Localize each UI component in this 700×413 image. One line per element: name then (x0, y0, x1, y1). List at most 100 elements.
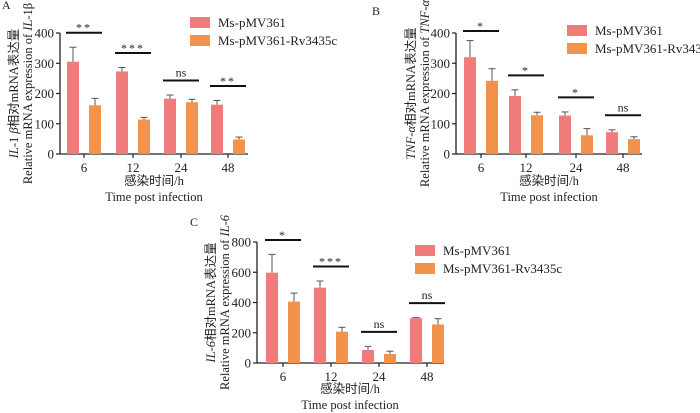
bar-rv3435c (138, 119, 150, 154)
x-axis-label: Time post infection (301, 398, 399, 412)
legend-label: Ms-pMV361 (443, 243, 511, 258)
significance-label: * (279, 228, 287, 242)
x-axis-label: Time post infection (500, 190, 598, 204)
x-tick-label: 24 (175, 160, 189, 175)
x-tick-label: 24 (570, 160, 584, 175)
legend-label: Ms-pMV361-Rv3435c (595, 41, 700, 56)
bar-rv3435c (581, 135, 593, 154)
y-tick-label: 300 (431, 56, 451, 71)
x-tick-label: 6 (280, 369, 287, 384)
y-axis-label-part: -1β (21, 3, 35, 20)
legend-label: Ms-pMV361-Rv3435c (218, 33, 337, 48)
y-tick-label: 800 (232, 235, 252, 250)
x-tick-label: 48 (222, 160, 235, 175)
bar-control (362, 349, 374, 363)
panel-letter: A (2, 0, 11, 12)
y-axis-label: IL-1 β相对mRNA表达量 (7, 29, 21, 160)
significance-label: *** (319, 255, 343, 269)
bar-control (509, 95, 521, 154)
bar-control (464, 57, 476, 155)
significance-label: ** (76, 21, 92, 35)
x-axis-label: Time post infection (105, 190, 203, 204)
chart-panel-C: C 0 200 400 600 800 6 * 12 *** 24 ns 48 ns IL-6相对mRNA表… (190, 214, 562, 412)
bar-control (606, 132, 618, 154)
legend-swatch (567, 43, 587, 54)
chart-panel-B: B 0 100 200 300 400 6 * 12 * 24 * 48 ns TNF-α相对mRNA表达量… (372, 0, 700, 204)
x-tick-label: 12 (520, 160, 533, 175)
legend-label: Ms-pMV361 (218, 15, 286, 30)
y-tick-label: 300 (35, 56, 55, 71)
y-axis-label-part: Relative mRNA expression of (21, 31, 35, 184)
bar-rv3435c (288, 301, 300, 363)
y-axis-label: IL-6相对mRNA表达量 (204, 242, 218, 363)
y-axis-label: Relative mRNA expression of IL-6 (218, 214, 232, 390)
x-tick-label: 12 (325, 369, 338, 384)
y-axis-label-part: IL-6 (204, 340, 218, 363)
bar-rv3435c (486, 80, 498, 154)
legend-swatch (190, 17, 210, 28)
y-tick-label: 0 (444, 147, 451, 162)
y-axis-label: Relative mRNA expression of IL-1β (21, 3, 35, 184)
y-axis-label-part: -1 (7, 134, 21, 148)
legend-swatch (190, 35, 210, 46)
y-axis-label: TNF-α相对mRNA表达量 (404, 27, 418, 159)
bar-control (116, 71, 128, 154)
significance-label: ns (374, 317, 385, 331)
legend-label: Ms-pMV361-Rv3435c (443, 261, 562, 276)
bar-control (410, 318, 422, 363)
y-tick-label: 100 (431, 116, 451, 131)
legend-swatch (567, 25, 587, 36)
x-tick-label: 6 (478, 160, 485, 175)
bar-rv3435c (233, 139, 245, 154)
bar-rv3435c (186, 102, 198, 154)
significance-label: *** (121, 41, 145, 55)
y-tick-label: 600 (232, 265, 252, 280)
y-tick-label: 200 (35, 86, 55, 101)
significance-label: ns (618, 100, 629, 114)
bar-control (67, 61, 79, 154)
significance-label: ns (422, 288, 433, 302)
y-tick-label: 400 (232, 295, 252, 310)
y-axis-label-part: Relative mRNA expression of (218, 237, 232, 390)
significance-label: * (572, 85, 580, 99)
legend-swatch (415, 245, 435, 256)
bar-control (164, 98, 176, 154)
y-tick-label: 400 (35, 26, 55, 41)
x-axis-label: 感染时间/h (320, 381, 380, 396)
panel-letter: B (372, 4, 380, 18)
x-axis-label: 感染时间/h (124, 173, 184, 188)
y-tick-label: 0 (245, 356, 252, 371)
bar-rv3435c (628, 139, 640, 154)
y-axis-label-part: IL (7, 147, 21, 159)
y-axis-label-part: TNF-α (404, 126, 418, 160)
bar-control (266, 272, 278, 363)
legend-label: Ms-pMV361 (595, 23, 663, 38)
y-axis-label: Relative mRNA expression of TNF-α (418, 0, 432, 187)
x-tick-label: 6 (81, 160, 88, 175)
panel-letter: C (190, 215, 198, 229)
x-tick-label: 48 (421, 369, 434, 384)
y-axis-label-part: β (7, 127, 21, 135)
y-tick-label: 0 (48, 147, 55, 162)
x-tick-label: 48 (617, 160, 630, 175)
y-tick-label: 400 (431, 26, 451, 41)
significance-label: ** (220, 74, 236, 88)
significance-label: * (477, 19, 485, 33)
bar-rv3435c (336, 331, 348, 363)
y-axis-label-part: IL-6 (218, 214, 232, 237)
y-axis-label-part: 相对mRNA表达量 (204, 242, 218, 341)
bar-control (314, 287, 326, 363)
bar-rv3435c (89, 105, 101, 154)
significance-label: * (522, 63, 530, 77)
x-tick-label: 12 (127, 160, 140, 175)
bar-rv3435c (384, 353, 396, 363)
x-axis-label: 感染时间/h (519, 173, 579, 188)
y-axis-label-part: TNF-α (418, 0, 432, 34)
y-tick-label: 100 (35, 116, 55, 131)
y-tick-label: 200 (431, 86, 451, 101)
bar-rv3435c (432, 324, 444, 363)
y-axis-label-part: 相对mRNA表达量 (404, 27, 418, 126)
y-axis-label-part: IL (21, 20, 35, 32)
